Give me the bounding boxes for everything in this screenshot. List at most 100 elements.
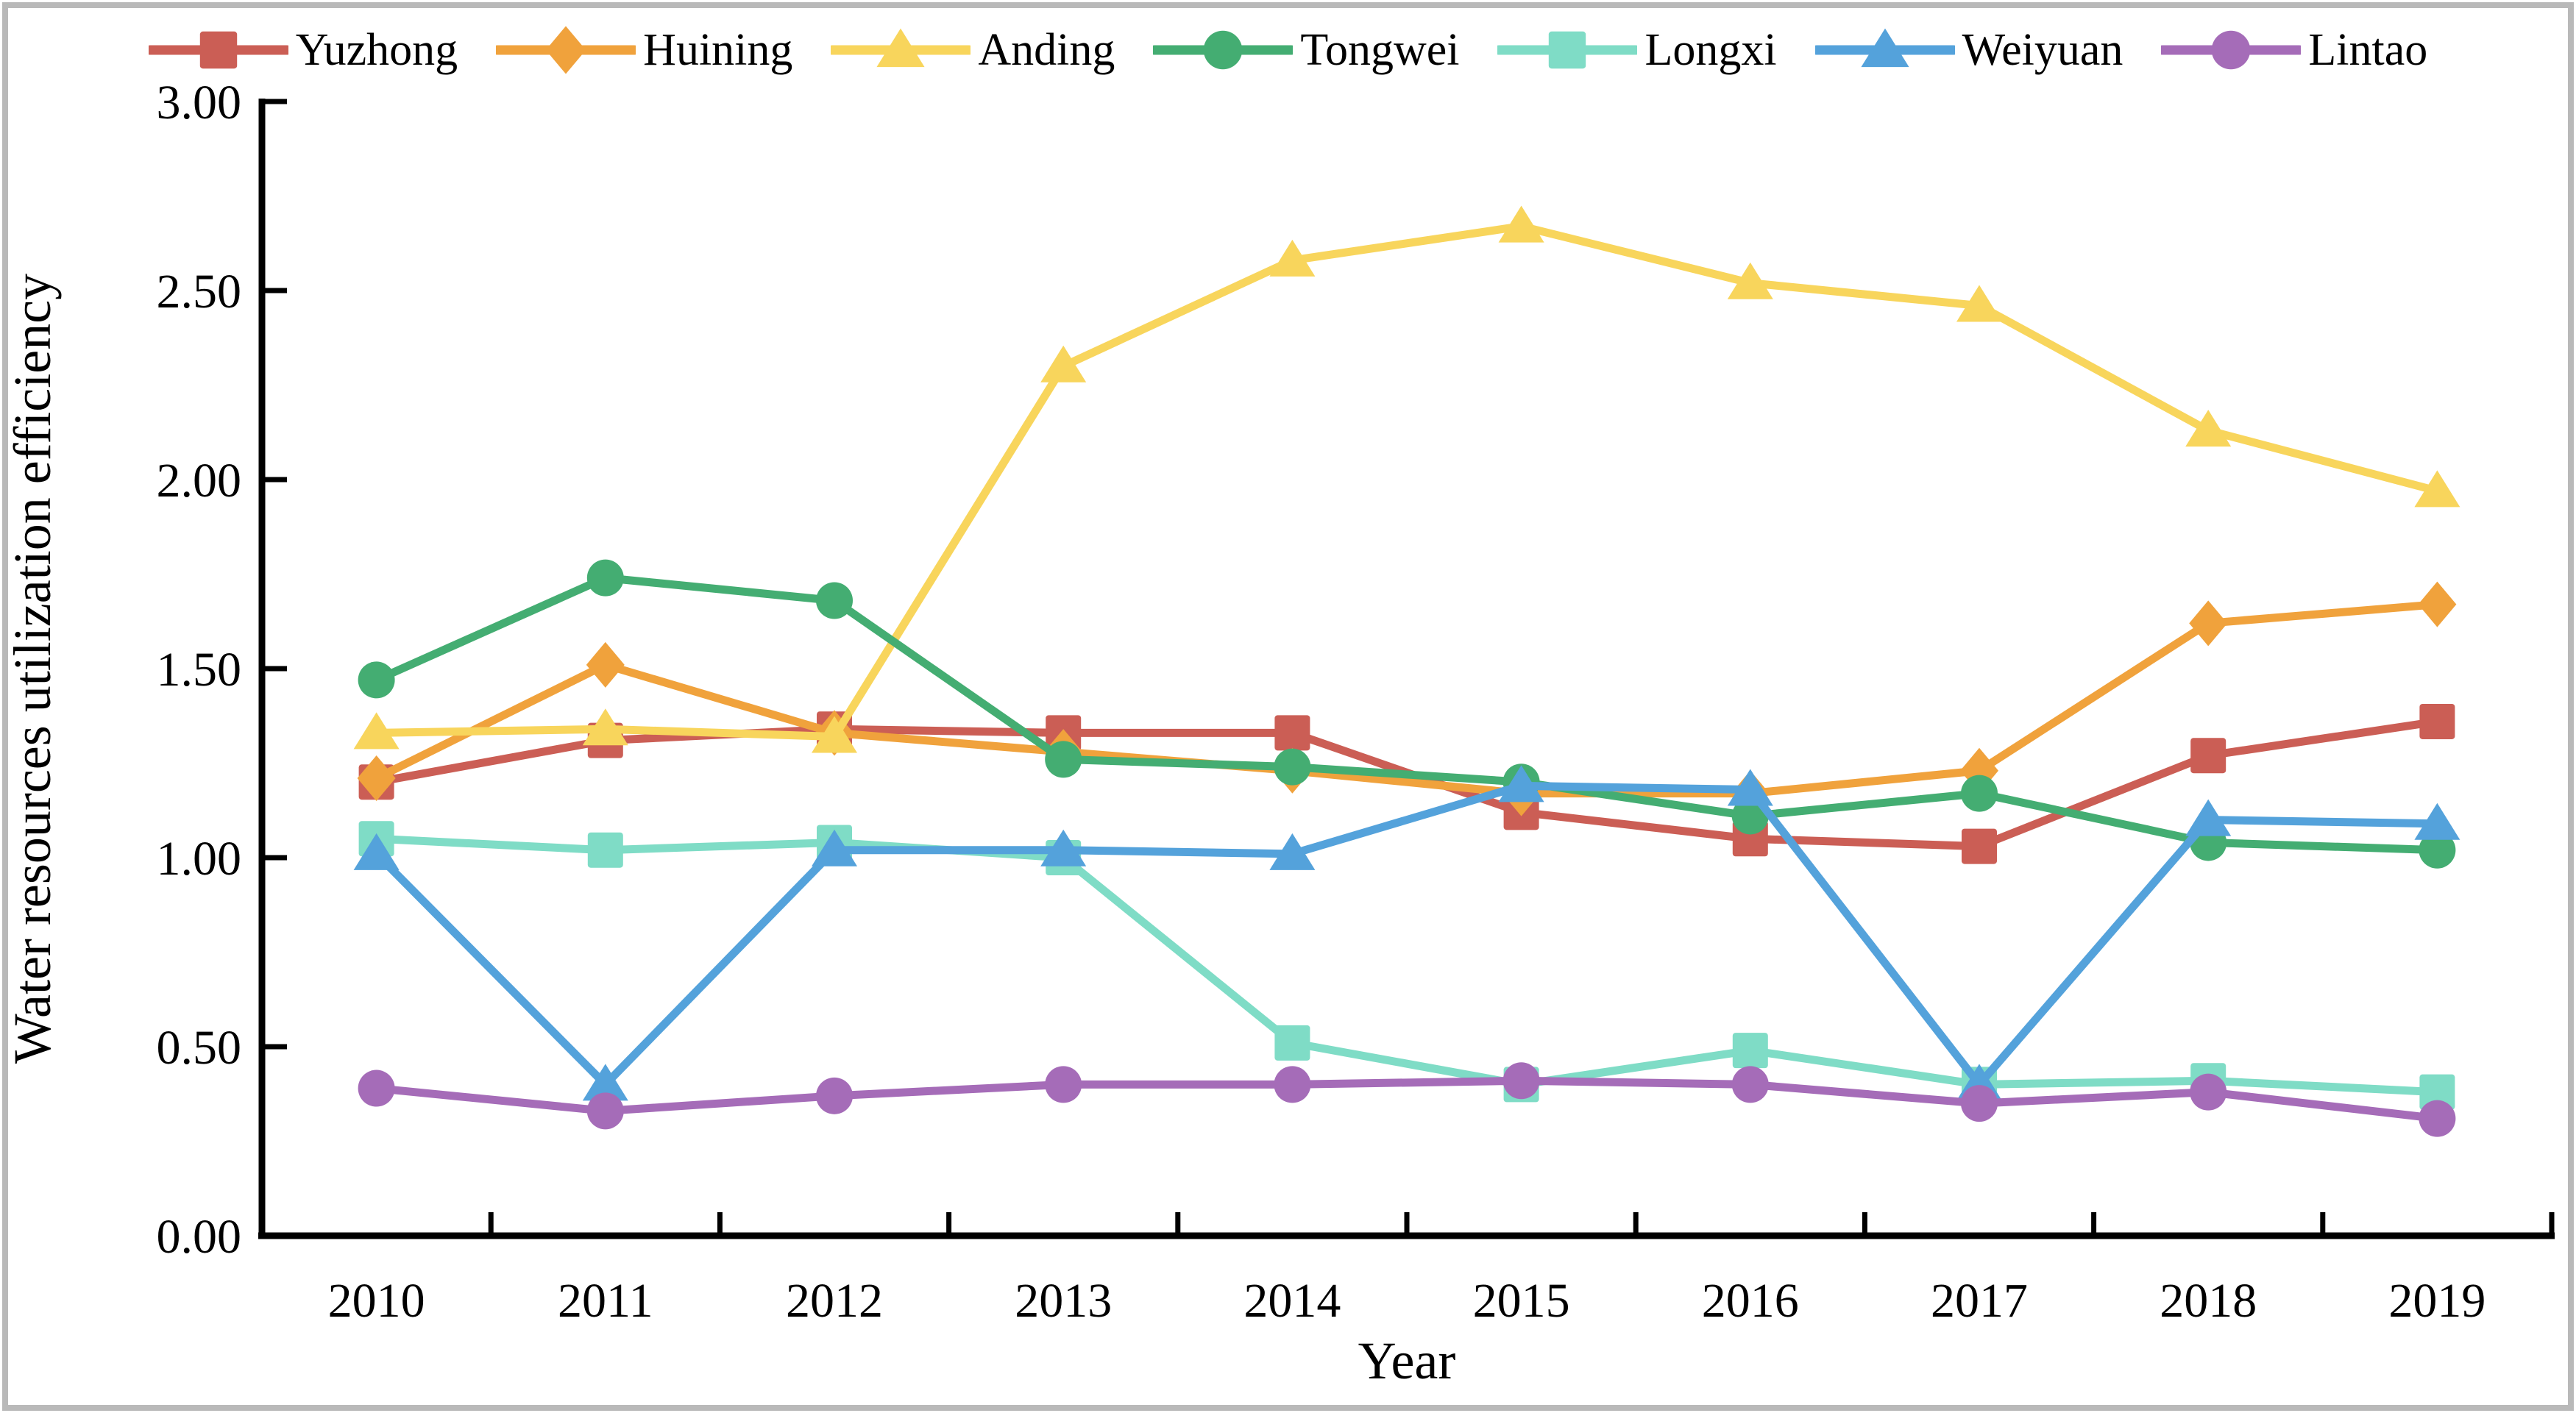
- x-tick-label: 2018: [2160, 1274, 2257, 1328]
- marker-weiyuan-2016: [1727, 769, 1773, 806]
- series-line-anding: [372, 222, 2441, 741]
- legend-key-marker: [876, 28, 925, 68]
- marker-tongwei-2012: [816, 582, 853, 619]
- legend-label-huining: Huining: [643, 24, 793, 75]
- series-tongwei: [358, 559, 2456, 869]
- series-line-lintao: [372, 1076, 2441, 1123]
- legend-label-anding: Anding: [978, 24, 1115, 75]
- x-tick-label: 2012: [786, 1274, 883, 1328]
- marker-anding-2013: [1040, 345, 1087, 382]
- marker-lintao-2017: [1961, 1085, 1998, 1122]
- marker-lintao-2010: [358, 1069, 395, 1107]
- legend-item-huining: Huining: [496, 24, 792, 76]
- series-longxi: [358, 821, 2455, 1110]
- legend-key-huining-icon: [496, 26, 636, 74]
- marker-anding-2017: [1956, 285, 2002, 322]
- marker-lintao-2013: [1045, 1066, 1082, 1103]
- marker-yuzhong-2018: [2190, 738, 2226, 774]
- chart-legend: Yuzhong Huining Anding Tongwei Longxi Weiyuan…: [0, 21, 2576, 79]
- marker-weiyuan-2018: [2185, 799, 2232, 836]
- series-lintao: [358, 1062, 2456, 1137]
- legend-label-weiyuan: Weiyuan: [1962, 24, 2123, 75]
- marker-lintao-2014: [1274, 1066, 1311, 1103]
- x-tick-label: 2019: [2388, 1274, 2485, 1328]
- series-line-huining: [372, 600, 2441, 798]
- marker-anding-2018: [2185, 410, 2232, 447]
- y-tick-label: 2.00: [157, 454, 242, 508]
- marker-huining-2019: [2418, 581, 2457, 627]
- marker-longxi-2014: [1274, 1025, 1310, 1061]
- legend-key-anding-icon: [831, 28, 971, 68]
- marker-weiyuan-2015: [1498, 765, 1544, 802]
- marker-longxi-2011: [587, 832, 623, 868]
- legend-item-lintao: Lintao: [2161, 24, 2427, 76]
- marker-huining-2010: [357, 755, 396, 802]
- marker-tongwei-2019: [2419, 831, 2456, 869]
- x-tick-label: 2016: [1702, 1274, 1799, 1328]
- y-tick-label: 0.00: [157, 1210, 242, 1264]
- marker-yuzhong-2017: [1962, 828, 1997, 864]
- y-tick-label: 3.00: [157, 76, 242, 129]
- marker-anding-2016: [1727, 262, 1773, 299]
- x-tick-label: 2013: [1015, 1274, 1112, 1328]
- legend-item-tongwei: Tongwei: [1153, 24, 1459, 76]
- marker-lintao-2015: [1502, 1062, 1540, 1100]
- marker-huining-2011: [586, 641, 625, 688]
- marker-yuzhong-2014: [1274, 715, 1310, 751]
- marker-anding-2019: [2414, 470, 2460, 508]
- series-weiyuan: [353, 765, 2460, 1101]
- legend-key-tongwei-icon: [1153, 30, 1294, 70]
- marker-lintao-2012: [816, 1077, 853, 1114]
- y-tick-label: 2.50: [157, 265, 242, 318]
- axes-layer: 0.00 0.50 1.00 1.50 2.00 2.50 3.00 2010 2011 2012…: [157, 76, 2555, 1328]
- marker-anding-2010: [353, 712, 400, 750]
- x-tick-label: 2010: [328, 1274, 425, 1328]
- marker-weiyuan-2010: [353, 833, 400, 870]
- legend-label-yuzhong: Yuzhong: [295, 24, 458, 75]
- legend-item-yuzhong: Yuzhong: [148, 24, 458, 76]
- marker-anding-2012: [812, 716, 857, 753]
- marker-tongwei-2013: [1045, 741, 1082, 778]
- legend-key-marker: [199, 31, 237, 69]
- series-line-tongwei: [372, 574, 2441, 855]
- x-tick-label: 2011: [558, 1274, 653, 1328]
- marker-anding-2014: [1269, 239, 1316, 277]
- x-axis-title: Year: [1358, 1331, 1456, 1390]
- legend-key-lintao-icon: [2161, 30, 2302, 70]
- y-axis-title: Water resources utilization efficiency: [3, 274, 62, 1064]
- y-tick-label: 0.50: [157, 1021, 242, 1075]
- marker-lintao-2019: [2419, 1100, 2456, 1137]
- legend-label-longxi: Longxi: [1644, 24, 1777, 75]
- legend-key-marker: [1861, 28, 1909, 68]
- marker-longxi-2016: [1732, 1033, 1768, 1069]
- y-tick-label: 1.00: [157, 832, 242, 886]
- x-tick-label: 2014: [1243, 1274, 1341, 1328]
- marker-anding-2015: [1498, 205, 1544, 243]
- legend-key-yuzhong-icon: [148, 31, 288, 69]
- marker-weiyuan-2019: [2414, 802, 2460, 840]
- series-line-longxi: [372, 834, 2441, 1097]
- legend-item-weiyuan: Weiyuan: [1814, 24, 2123, 76]
- legend-key-marker: [545, 26, 586, 74]
- legend-item-anding: Anding: [831, 24, 1115, 76]
- marker-tongwei-2011: [586, 559, 624, 597]
- legend-key-marker: [1549, 31, 1586, 69]
- marker-yuzhong-2019: [2419, 703, 2455, 739]
- legend-label-tongwei: Tongwei: [1300, 24, 1460, 75]
- legend-key-marker: [2212, 30, 2251, 70]
- series-anding: [353, 205, 2460, 753]
- marker-weiyuan-2014: [1269, 833, 1316, 870]
- marker-huining-2018: [2189, 600, 2228, 647]
- marker-tongwei-2014: [1274, 748, 1311, 786]
- legend-key-marker: [1204, 30, 1243, 70]
- legend-label-lintao: Lintao: [2308, 24, 2428, 75]
- marker-weiyuan-2012: [812, 829, 857, 866]
- marker-longxi-2019: [2419, 1074, 2455, 1110]
- series-line-weiyuan: [372, 781, 2441, 1089]
- marker-lintao-2011: [586, 1092, 624, 1130]
- y-tick-label: 1.50: [157, 643, 242, 697]
- marker-tongwei-2017: [1961, 775, 1998, 812]
- x-tick-label: 2017: [1931, 1274, 2028, 1328]
